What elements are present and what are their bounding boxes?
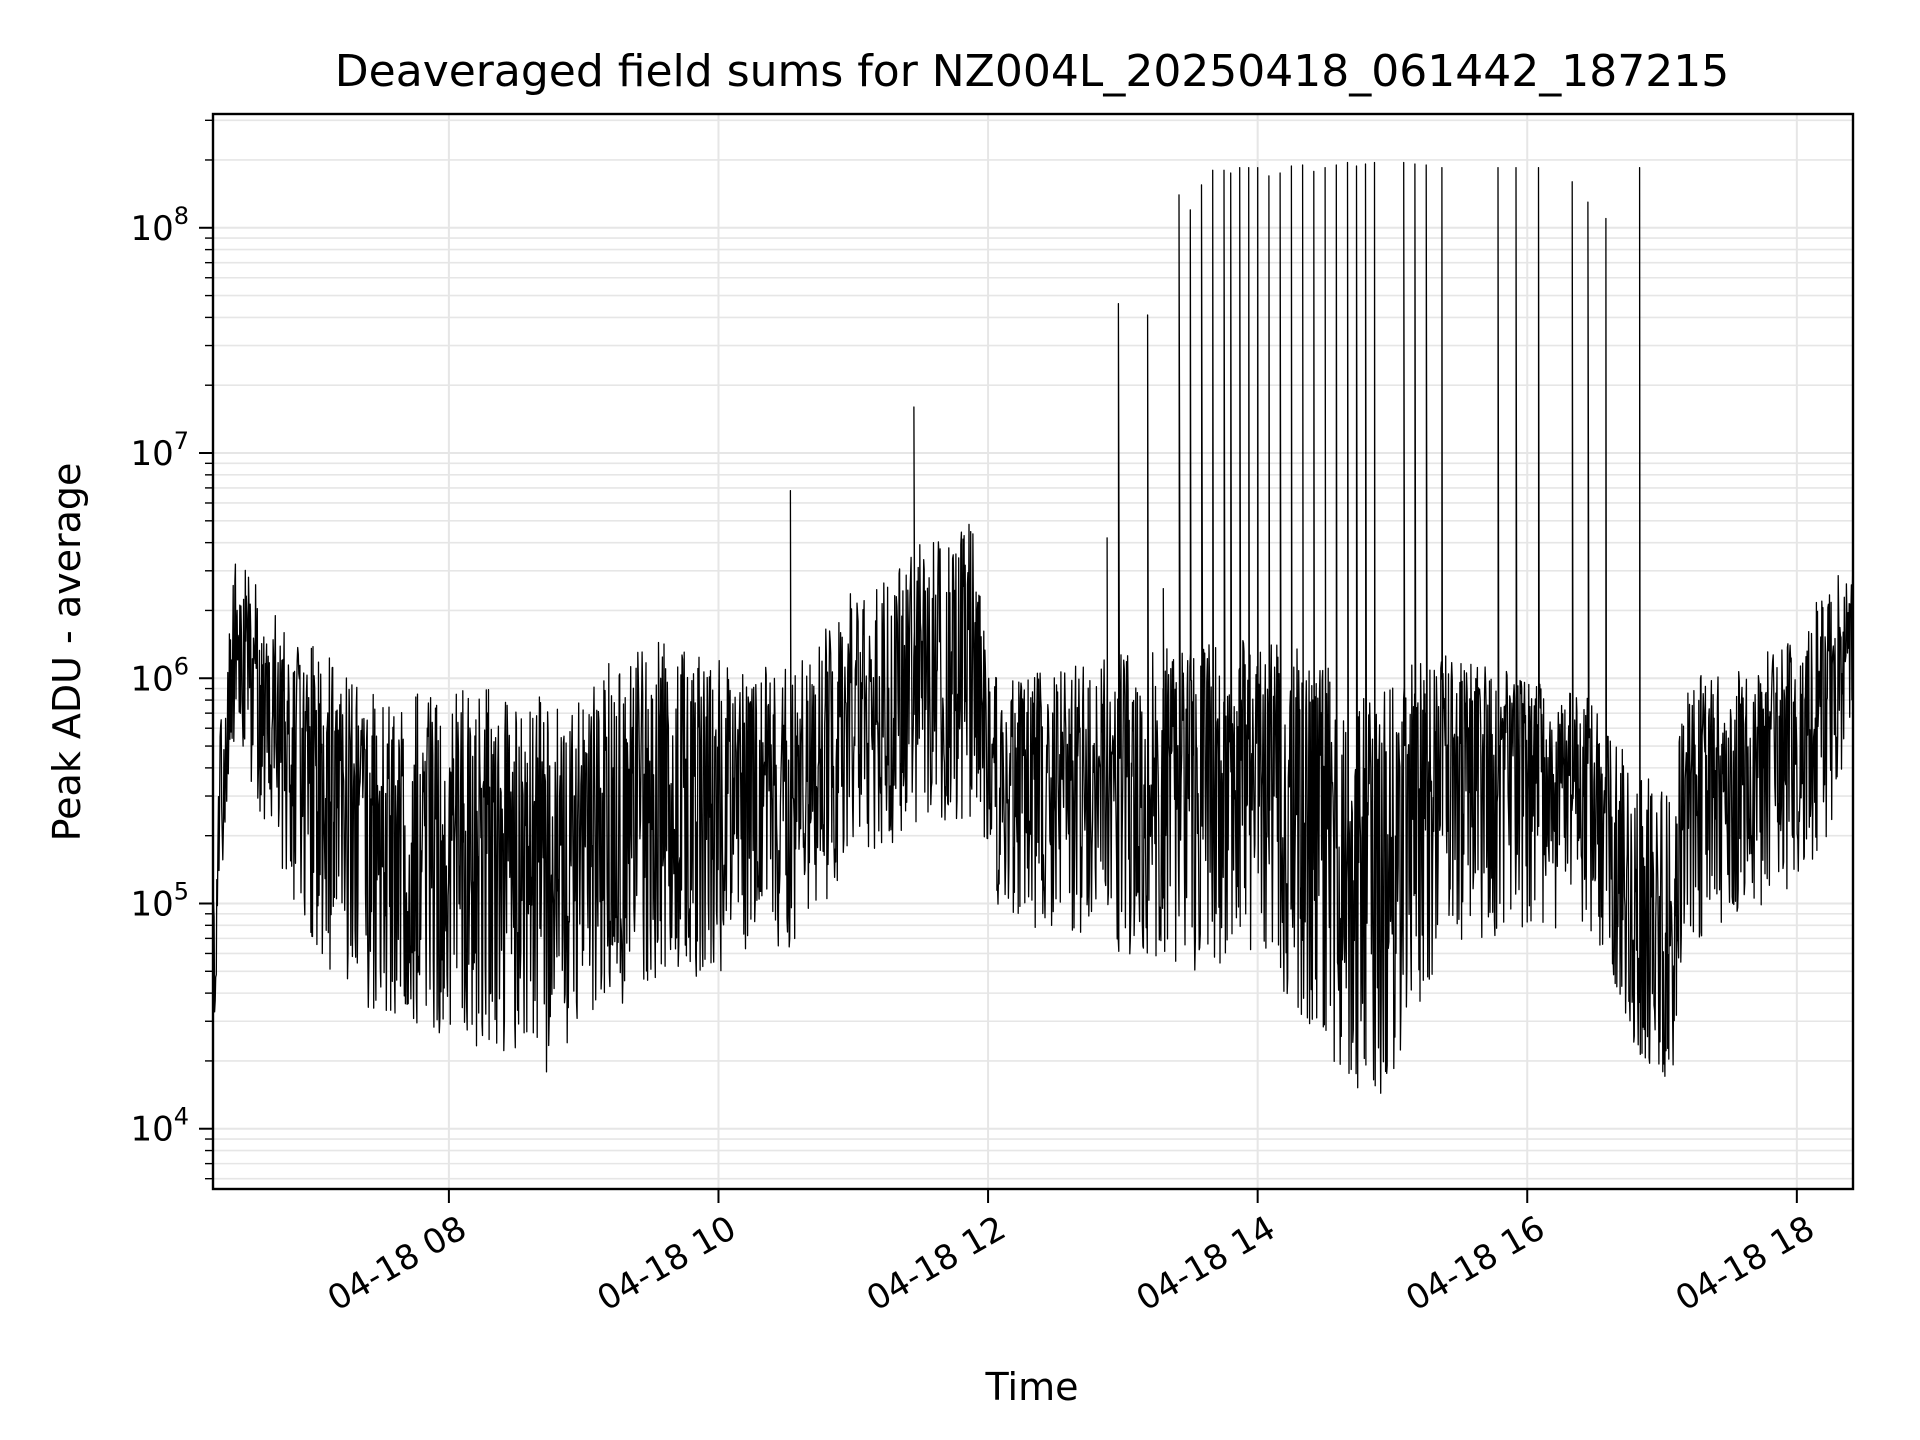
plot-frame [211,112,1855,1191]
y-tick-exponent: 4 [174,1103,189,1131]
chart-title: Deaveraged field sums for NZ004L_2025041… [335,46,1729,97]
y-tick-label: 107 [130,427,189,474]
y-tick-label: 105 [130,877,189,924]
y-tick-exponent: 7 [174,427,189,455]
y-tick-label: 104 [130,1103,189,1150]
y-tick-base: 10 [130,659,173,699]
y-tick-label: 108 [130,202,189,249]
y-tick-base: 10 [130,1110,173,1150]
series-line [213,161,1853,1094]
y-tick-base: 10 [130,884,173,924]
y-tick-exponent: 5 [174,877,189,905]
y-tick-base: 10 [130,434,173,474]
x-axis-title: Time [985,1365,1079,1409]
y-tick-exponent: 8 [174,202,189,230]
y-tick-exponent: 6 [174,652,189,680]
y-tick-label: 106 [130,652,189,699]
data-series [213,161,1853,1094]
y-tick-base: 10 [130,209,173,249]
y-axis-title: Peak ADU - average [45,463,89,842]
